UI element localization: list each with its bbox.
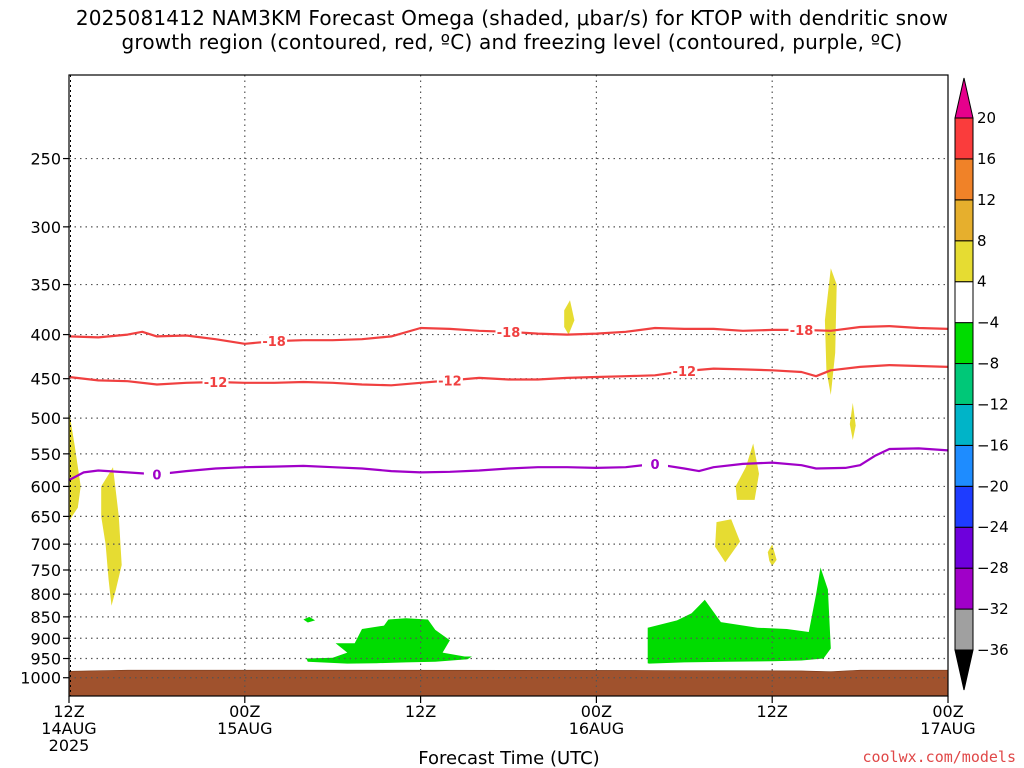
x-tick-label: 16AUG <box>569 719 624 738</box>
terrain-surface <box>68 669 949 697</box>
y-axis: 250 300 350 400 450 500 550 600 650 700 750 800 850 9… <box>20 150 69 688</box>
colorbar-bin <box>954 485 974 528</box>
colorbar-label: −28 <box>977 559 1009 577</box>
omega-region-4 <box>715 519 740 563</box>
contour-label-bg <box>788 322 815 337</box>
colorbar-bin <box>954 363 974 405</box>
colorbar-bin <box>954 526 974 569</box>
colorbar-label: −12 <box>977 395 1009 413</box>
omega-region-2 <box>564 300 575 335</box>
site-credit: coolwx.com/models <box>862 748 1016 766</box>
colorbar-label: −16 <box>977 436 1009 454</box>
colorbar-low-arrow <box>954 649 974 691</box>
x-tick-label: 15AUG <box>217 719 272 738</box>
frame-border <box>68 74 949 697</box>
colorbar: −36 −32 −28 −24 −20 −16 −12 −8 −4 4 8 12 16 20 <box>954 77 1009 691</box>
contour-label: -12 <box>204 376 228 391</box>
contours: -18 -18 -18 -12 -12 -12 0 0 <box>68 322 949 483</box>
y-tick-label: 400 <box>30 326 61 345</box>
colorbar-label: −8 <box>977 355 999 373</box>
contour-label-bg <box>642 456 668 471</box>
plot-frame <box>68 74 949 697</box>
colorbar-bin <box>954 608 974 651</box>
contour-label: -18 <box>262 335 286 350</box>
x-tick-label: 12Z <box>757 702 788 721</box>
colorbar-bin <box>954 199 974 242</box>
colorbar-high-arrow <box>954 77 974 119</box>
y-tick-label: 950 <box>30 650 61 669</box>
contour-label-bg <box>202 375 229 390</box>
omega-region-3 <box>735 443 759 500</box>
x-tick-label: 00Z <box>581 702 612 721</box>
y-tick-label: 1000 <box>20 669 61 688</box>
colorbar-label: 12 <box>977 191 996 209</box>
omega-region-7 <box>303 616 316 623</box>
contour-label-bg <box>261 334 288 349</box>
contour-label: 0 <box>650 458 659 473</box>
contour-label-bg <box>671 364 698 379</box>
x-tick-label: 00Z <box>932 702 963 721</box>
contour-label: -12 <box>673 365 697 380</box>
terrain-fill <box>68 669 949 697</box>
colorbar-label: 20 <box>977 109 996 127</box>
contour-label: 0 <box>152 468 161 483</box>
contour-label: -12 <box>438 374 462 389</box>
x-tick-label: 12Z <box>405 702 436 721</box>
chart-title-line-2: growth region (contoured, red, ºC) and f… <box>121 30 903 54</box>
contour-label-bg <box>436 373 463 388</box>
omega-region-5 <box>767 544 777 566</box>
y-tick-label: 700 <box>30 535 61 554</box>
omega-region-1 <box>101 467 122 606</box>
colorbar-label: 4 <box>977 273 987 291</box>
x-axis-label: Forecast Time (UTC) <box>418 748 599 768</box>
colorbar-bin <box>954 403 974 446</box>
y-tick-label: 600 <box>30 477 61 496</box>
y-tick-label: 900 <box>30 629 61 648</box>
y-tick-label: 300 <box>30 218 61 237</box>
colorbar-bin <box>954 117 974 160</box>
colorbar-bin <box>954 322 974 365</box>
y-tick-label: 750 <box>30 561 61 580</box>
colorbar-bin <box>954 567 974 610</box>
y-tick-label: 350 <box>30 276 61 295</box>
colorbar-bin <box>954 444 974 487</box>
y-tick-label: 850 <box>30 608 61 627</box>
colorbar-bin <box>954 240 974 283</box>
x-tick-label: 14AUG <box>41 719 96 738</box>
colorbar-label: −24 <box>977 518 1009 536</box>
y-tick-label: 550 <box>30 445 61 464</box>
colorbar-label: −4 <box>977 314 999 332</box>
colorbar-label: −32 <box>977 600 1009 618</box>
contour-line-2 <box>68 447 949 482</box>
y-tick-label: 500 <box>30 409 61 428</box>
x-tick-label: 17AUG <box>920 719 975 738</box>
colorbar-bin <box>954 158 974 201</box>
colorbar-label: −20 <box>977 477 1009 495</box>
contour-label-bg <box>495 324 522 339</box>
colorbar-label: 16 <box>977 150 996 168</box>
x-tick-label: 12Z <box>53 702 84 721</box>
omega-region-8 <box>306 618 472 664</box>
chart-title-line-1: 2025081412 NAM3KM Forecast Omega (shaded… <box>75 6 949 30</box>
omega-region-10 <box>849 402 856 440</box>
omega-region-0 <box>69 410 81 521</box>
omega-region-9 <box>647 567 831 664</box>
colorbar-label: 8 <box>977 232 987 250</box>
x-tick-label: 2025 <box>49 736 90 755</box>
y-tick-label: 450 <box>30 370 61 389</box>
y-tick-label: 250 <box>30 150 61 169</box>
y-tick-label: 650 <box>30 507 61 526</box>
contour-label: -18 <box>497 326 521 341</box>
colorbar-bin <box>954 281 974 324</box>
x-tick-label: 00Z <box>229 702 260 721</box>
y-tick-label: 800 <box>30 585 61 604</box>
colorbar-label: −36 <box>977 641 1009 659</box>
contour-label: -18 <box>790 324 814 339</box>
contour-label-bg <box>143 467 170 482</box>
